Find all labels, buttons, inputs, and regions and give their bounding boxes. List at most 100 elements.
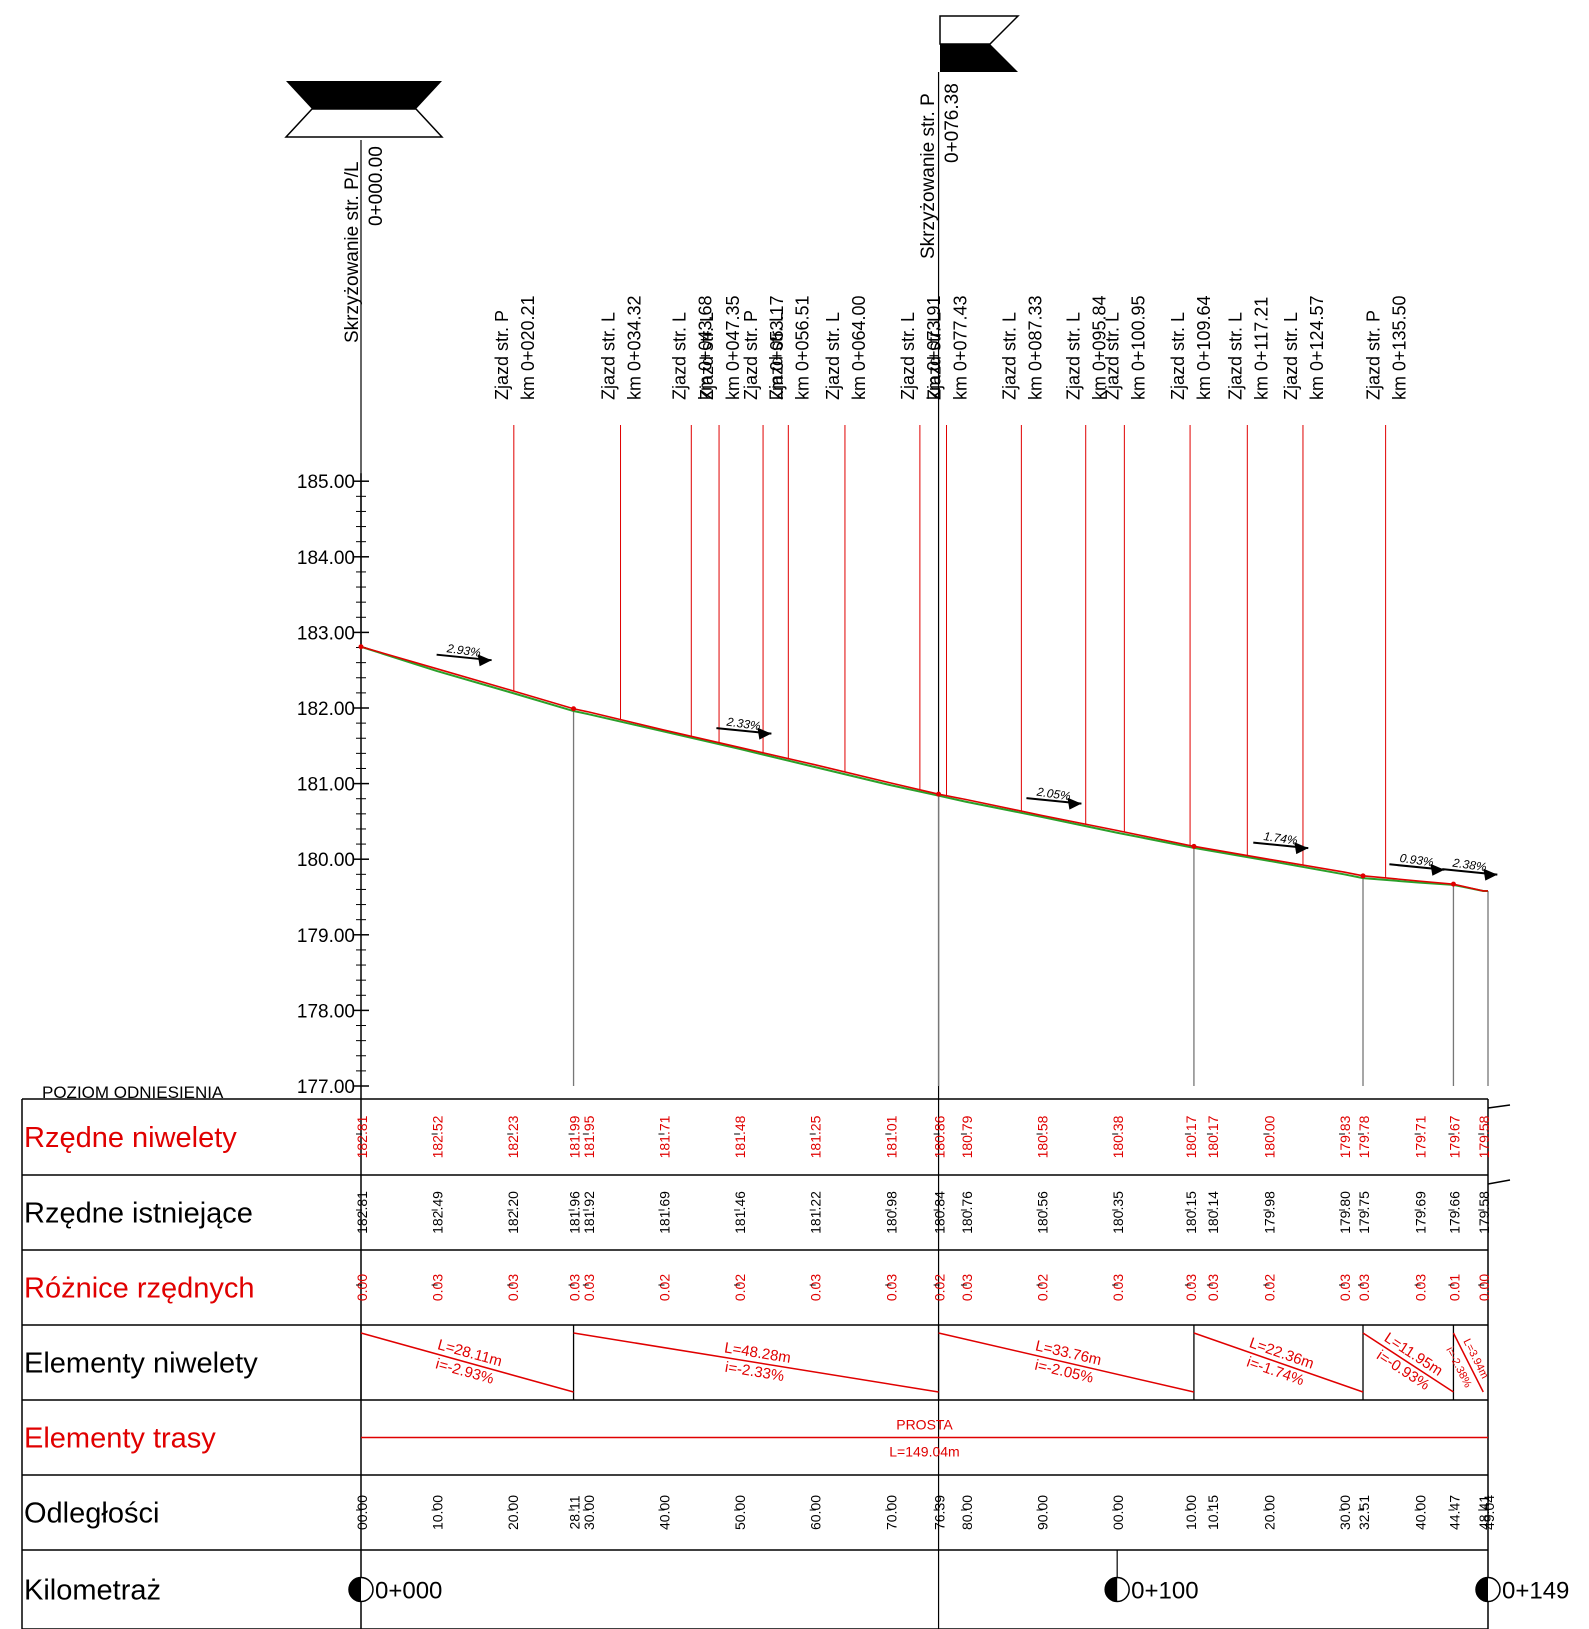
table-cell-value: 0.03 [1183, 1274, 1199, 1301]
table-cell-value: 179.71 [1413, 1115, 1429, 1158]
table-cell-value: 0.02 [1261, 1274, 1277, 1301]
grade-label: 0.93% [1399, 851, 1435, 870]
annotation-title: Zjazd str. L [823, 312, 843, 400]
table-cell-value: 0.03 [1356, 1274, 1372, 1301]
annotation-title: Zjazd str. L [599, 312, 619, 400]
table-cell-value: 28.11 [567, 1495, 583, 1529]
table-row-label: Rzędne niwelety [24, 1122, 237, 1154]
annotation-title: Zjazd str. P [492, 310, 512, 400]
annotation-km: km 0+124.57 [1307, 295, 1327, 400]
table-cell-value: 10.15 [1205, 1495, 1221, 1530]
table-cell-value: 10.00 [1183, 1495, 1199, 1530]
trasa-name: PROSTA [896, 1417, 953, 1433]
mid-marker-label: Skrzyżowanie str. P [918, 93, 939, 259]
mid-marker-km: 0+076.38 [942, 83, 963, 163]
table-cell-value: 179.98 [1261, 1191, 1277, 1234]
table-cell-value: 181.95 [581, 1115, 597, 1158]
table-cell-value: 181.48 [732, 1115, 748, 1158]
table-row-label: Elementy niwelety [24, 1348, 258, 1380]
table-cell-value: 0.03 [883, 1274, 899, 1301]
annotation-km: km 0+087.33 [1025, 295, 1045, 400]
table-edge-mark [1487, 1104, 1511, 1109]
annotation-title: Zjazd str. L [1281, 312, 1301, 400]
table-cell-value: 180.84 [932, 1191, 948, 1234]
annotation-km: km 0+047.35 [723, 295, 743, 400]
axis-tick-label: 179.00 [297, 926, 355, 947]
table-cell-value: 0.03 [1110, 1274, 1126, 1301]
table-cell-value: 181.69 [656, 1191, 672, 1234]
table-cell-value: 0.03 [808, 1274, 824, 1301]
table-row-label: Rzędne istniejące [24, 1198, 253, 1230]
annotation-km: km 0+043.68 [695, 295, 715, 400]
table-row-label: Odległości [24, 1498, 159, 1530]
annotation-title: Zjazd str. L [898, 312, 918, 400]
grade-arrow-head [1430, 863, 1445, 876]
table-cell-value: 180.58 [1035, 1115, 1051, 1158]
niweleta-element-line [938, 1332, 1195, 1393]
axis-tick-label: 182.00 [297, 699, 355, 720]
axis-tick-label: 178.00 [297, 1001, 355, 1022]
table-cell-value: 181.92 [581, 1191, 597, 1234]
table-cell-value: 60.00 [808, 1495, 824, 1530]
table-cell-value: 0.03 [430, 1274, 446, 1301]
axis-tick-label: 184.00 [297, 548, 355, 569]
table-cell-value: 20.00 [1261, 1495, 1277, 1530]
table-cell-value: 00.00 [1110, 1495, 1126, 1530]
annotation-title: Zjazd str. L [766, 312, 786, 400]
start-marker-label: Skrzyżowanie str. P/L [342, 161, 363, 343]
profile-table: Rzędne niwelety Rzędne istniejące Różnice … [21, 1098, 1569, 1629]
table-cell-value: 180.00 [1261, 1115, 1277, 1158]
table-cell-value: 50.00 [732, 1495, 748, 1530]
table-cell-value: 90.00 [1035, 1495, 1051, 1530]
table-cell-value: 181.99 [567, 1115, 583, 1158]
annotation-km: km 0+064.00 [849, 295, 869, 400]
annotation-title: Zjazd str. L [1064, 312, 1084, 400]
table-cell-value: 179.58 [1476, 1115, 1492, 1158]
design-grade-line [360, 645, 1488, 892]
table-cell-value: 10.00 [430, 1495, 446, 1530]
table-row-label: Elementy trasy [24, 1423, 216, 1455]
table-cell-value: 40.00 [656, 1495, 672, 1530]
table-cell-value: 180.17 [1205, 1115, 1221, 1158]
axis-tick-label: 181.00 [297, 775, 355, 796]
grade-labels: 2.93% 2.33% 2.05% 1.74% 0.93% 2.38% [436, 641, 1498, 881]
annotation-title: Zjazd str. L [1102, 312, 1122, 400]
niweleta-element-line [1452, 1332, 1484, 1393]
reference-level-label: POZIOM ODNIESIENIA [42, 1083, 224, 1102]
annotation-title: Zjazd str. L [669, 312, 689, 400]
table-cell-value: 180.76 [959, 1191, 975, 1234]
table-cell-value: 180.17 [1183, 1115, 1199, 1158]
table-cell-value: 80.00 [959, 1495, 975, 1530]
grade-label: 2.93% [445, 641, 482, 660]
table-row-label: Kilometraż [24, 1575, 161, 1607]
table-cell-value: 0.03 [959, 1274, 975, 1301]
table-cell-value: 182.20 [505, 1191, 521, 1234]
grade-break-point [571, 706, 577, 712]
annotation-title: Zjazd str. P [741, 310, 761, 400]
start-marker-icon [284, 81, 444, 138]
grade-break-point [358, 644, 364, 650]
grade-arrow-head [1483, 868, 1498, 881]
grade-arrow-head [1067, 797, 1082, 810]
table-cell-value: 180.15 [1183, 1191, 1199, 1234]
annotation-km: km 0+095.84 [1090, 295, 1110, 400]
y-axis: 185.00 184.00 183.00 182.00 181.00 180.00 179.… [297, 472, 369, 1629]
table-cell-value: 179.67 [1446, 1115, 1462, 1158]
table-cell-value: 182.81 [354, 1191, 370, 1234]
table-cell-value: 0.03 [581, 1274, 597, 1301]
km-label: 0+000 [375, 1578, 442, 1605]
annotation-title: Zjazd str. L [925, 312, 945, 400]
table-cell-value: 76.39 [932, 1495, 948, 1530]
annotation-km: km 0+077.43 [951, 295, 971, 400]
niweleta-element-line [1362, 1332, 1454, 1393]
grade-label: 2.05% [1035, 785, 1072, 804]
table-cell-value: 49.04 [1481, 1495, 1497, 1530]
annotation-title: Zjazd str. L [697, 312, 717, 400]
annotation-km: km 0+056.51 [792, 295, 812, 400]
table-cell-value: 0.03 [1205, 1274, 1221, 1301]
table-cell-value: 182.49 [430, 1191, 446, 1234]
annotation-title: Zjazd str. L [1168, 312, 1188, 400]
niweleta-element-line [360, 1332, 574, 1393]
trasa-length: L=149.04m [889, 1444, 959, 1460]
